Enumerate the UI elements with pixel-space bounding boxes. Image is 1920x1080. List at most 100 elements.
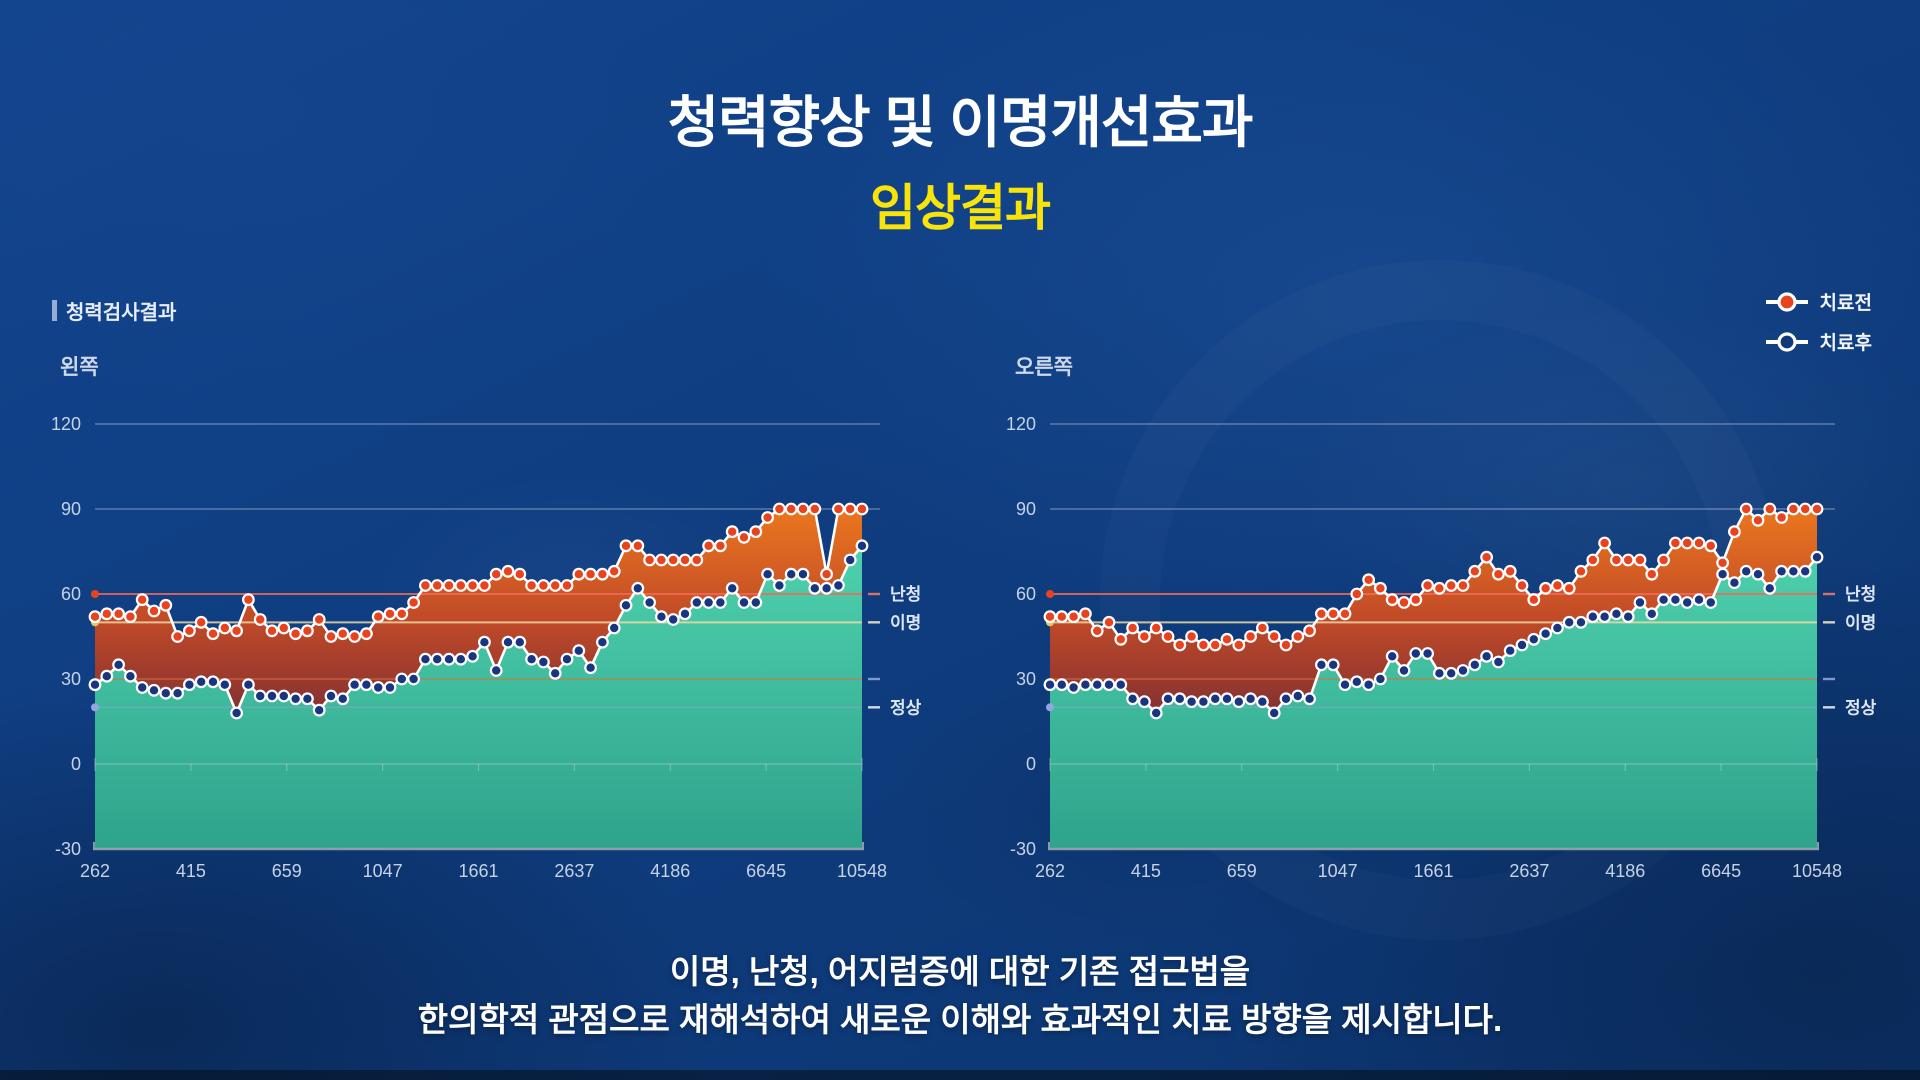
before-series-marker [796, 502, 810, 516]
before-series-marker [1114, 632, 1128, 646]
after-series-marker [301, 692, 314, 706]
before-series-marker [407, 596, 421, 609]
before-series-marker [1798, 502, 1812, 516]
after-series-marker [525, 652, 539, 666]
after-series-marker [1196, 695, 1210, 709]
before-series-marker [1527, 593, 1541, 607]
x-tick-label: 1047 [1318, 861, 1358, 881]
after-series-marker [1279, 692, 1293, 706]
after-series-marker [1149, 706, 1163, 720]
before-series-marker [1385, 593, 1399, 607]
before-series-marker [784, 502, 798, 516]
before-series-marker [360, 627, 373, 641]
before-series-marker [182, 624, 196, 638]
before-series-marker [619, 539, 633, 553]
after-series-marker [1645, 607, 1659, 621]
before-series-marker [1244, 630, 1258, 643]
after-series-marker [619, 598, 633, 612]
before-series-marker [171, 630, 185, 643]
after-series-marker [123, 669, 137, 683]
after-series-marker [1315, 658, 1328, 672]
before-series-marker [843, 502, 857, 516]
after-series-marker [371, 681, 385, 694]
before-series-marker [289, 627, 303, 641]
after-series-marker [584, 661, 597, 675]
after-series-marker [1692, 593, 1706, 607]
after-series-marker [253, 689, 267, 703]
before-series-marker [218, 621, 232, 635]
before-series-marker [1137, 630, 1151, 643]
after-series-marker [537, 655, 550, 669]
after-series-marker [513, 635, 527, 649]
before-series-marker [1161, 630, 1175, 643]
after-series-marker [1739, 564, 1753, 578]
before-series-marker [560, 579, 574, 592]
y-tick-label: 120 [1006, 414, 1036, 434]
before-series-marker [1763, 502, 1777, 516]
x-tick-label: 6645 [746, 861, 786, 881]
after-series-marker [1798, 564, 1812, 578]
after-series-marker [666, 613, 680, 626]
after-series-marker [1657, 593, 1670, 607]
after-series-marker [1751, 567, 1765, 581]
page-title: 청력향상 및 이명개선효과 [667, 91, 1254, 154]
after-series-marker [1621, 610, 1635, 624]
after-series-marker [725, 581, 739, 595]
after-area [1050, 557, 1817, 849]
after-series-marker [690, 596, 704, 609]
after-series-marker [182, 678, 196, 692]
after-series-marker [1503, 644, 1517, 658]
after-series-marker [159, 686, 173, 700]
x-tick-label: 659 [1227, 861, 1257, 881]
before-series-marker [241, 593, 255, 607]
after-series-marker [1444, 666, 1458, 680]
after-series-marker [1763, 581, 1777, 595]
after-series-marker [1551, 621, 1564, 635]
before-series-marker [324, 630, 338, 643]
before-series-marker [194, 615, 208, 629]
before-series-marker [1421, 579, 1435, 592]
before-series-marker [702, 539, 715, 553]
before-series-marker [1598, 536, 1611, 550]
after-series-marker [1598, 610, 1611, 624]
x-tick-label: 2637 [554, 861, 594, 881]
chart-legend: 치료전 치료후 [1764, 288, 1872, 355]
after-series-marker [572, 644, 586, 658]
after-series-marker [1787, 564, 1800, 578]
before-series-marker [1149, 621, 1163, 635]
threshold-endpoint-dot [91, 590, 99, 598]
before-series-marker [1362, 573, 1376, 587]
after-series-marker [1043, 678, 1057, 692]
after-series-marker [100, 669, 114, 683]
before-series-marker [1291, 630, 1305, 643]
after-series-marker [1574, 615, 1588, 629]
threshold-endpoint-dot [91, 703, 99, 712]
after-series-marker [702, 596, 715, 609]
after-series-marker [1562, 615, 1576, 629]
after-series-marker [737, 596, 751, 609]
after-series-marker [784, 567, 798, 581]
before-series-marker [832, 502, 845, 516]
before-series-marker [1326, 607, 1340, 621]
before-series-marker [336, 627, 350, 641]
y-tick-label: 90 [61, 499, 81, 519]
after-series-marker [1185, 695, 1199, 709]
before-series-marker [773, 502, 786, 516]
after-series-marker [1810, 550, 1824, 564]
after-series-marker [1126, 692, 1140, 706]
after-series-marker [855, 539, 869, 553]
before-series-marker [1338, 607, 1352, 621]
after-series-marker [820, 581, 833, 595]
after-series-marker [206, 675, 220, 689]
threshold-endpoint-dot [1046, 703, 1054, 712]
x-tick-label: 2637 [1509, 861, 1549, 881]
after-series-marker [1704, 596, 1718, 609]
after-series-marker [548, 666, 562, 680]
x-tick-label: 1661 [1413, 861, 1453, 881]
after-series-marker [289, 692, 303, 706]
footer-text: 이명, 난청, 어지럼증에 대한 기존 접근법을 한의학적 관점으로 재해석하여… [0, 948, 1920, 1044]
after-series-marker [147, 683, 161, 697]
before-series-marker [430, 579, 444, 592]
before-series-marker [584, 567, 597, 581]
